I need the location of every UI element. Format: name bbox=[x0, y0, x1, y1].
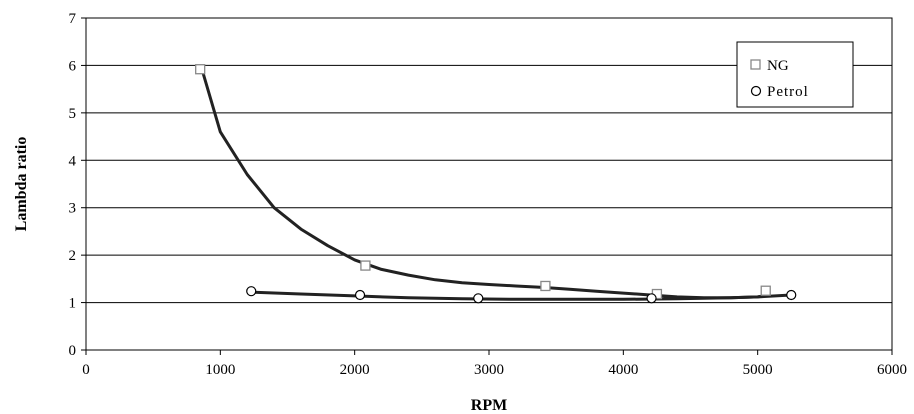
y-tick-label: 6 bbox=[69, 58, 77, 74]
y-tick-label: 1 bbox=[69, 296, 77, 312]
petrol-data-point bbox=[354, 289, 366, 301]
legend-box bbox=[736, 41, 854, 108]
trendline-ng bbox=[201, 72, 766, 300]
x-axis-title: RPM bbox=[471, 397, 507, 414]
x-tick-label: 0 bbox=[82, 362, 90, 378]
data-markers bbox=[195, 64, 797, 304]
x-tick-label: 3000 bbox=[474, 362, 504, 378]
y-axis-ticks: 0 1 2 3 4 5 6 7 bbox=[69, 11, 86, 359]
legend-petrol-label: Petrol bbox=[767, 84, 809, 100]
ng-data-point bbox=[540, 280, 551, 292]
petrol-data-point bbox=[473, 293, 484, 304]
y-tick-label: 4 bbox=[69, 153, 77, 169]
petrol-data-point bbox=[246, 286, 257, 297]
y-axis-title: Lambda ratio bbox=[13, 137, 30, 232]
y-tick-label: 7 bbox=[69, 11, 77, 27]
legend: NG Petrol bbox=[736, 41, 854, 108]
legend-ng-marker-icon bbox=[750, 59, 761, 70]
y-tick-label: 2 bbox=[69, 248, 77, 264]
gridlines bbox=[86, 64, 892, 304]
ng-data-point bbox=[360, 260, 371, 271]
legend-petrol-marker-icon bbox=[750, 85, 762, 97]
ng-data-point bbox=[195, 64, 206, 75]
petrol-data-point bbox=[646, 293, 657, 304]
x-tick-label: 6000 bbox=[877, 362, 907, 378]
legend-ng-label: NG bbox=[767, 58, 789, 74]
petrol-data-point bbox=[786, 289, 797, 301]
x-tick-label: 1000 bbox=[205, 362, 235, 378]
x-axis-ticks: 0 1000 2000 3000 4000 5000 6000 bbox=[82, 350, 907, 378]
y-tick-label: 0 bbox=[69, 343, 77, 359]
x-tick-label: 4000 bbox=[608, 362, 638, 378]
trend-lines bbox=[201, 72, 792, 301]
x-tick-label: 5000 bbox=[743, 362, 773, 378]
y-tick-label: 3 bbox=[69, 201, 77, 217]
y-tick-label: 5 bbox=[69, 106, 77, 122]
ng-data-point bbox=[760, 285, 771, 296]
x-tick-label: 2000 bbox=[340, 362, 370, 378]
trendline-petrol bbox=[251, 290, 792, 301]
